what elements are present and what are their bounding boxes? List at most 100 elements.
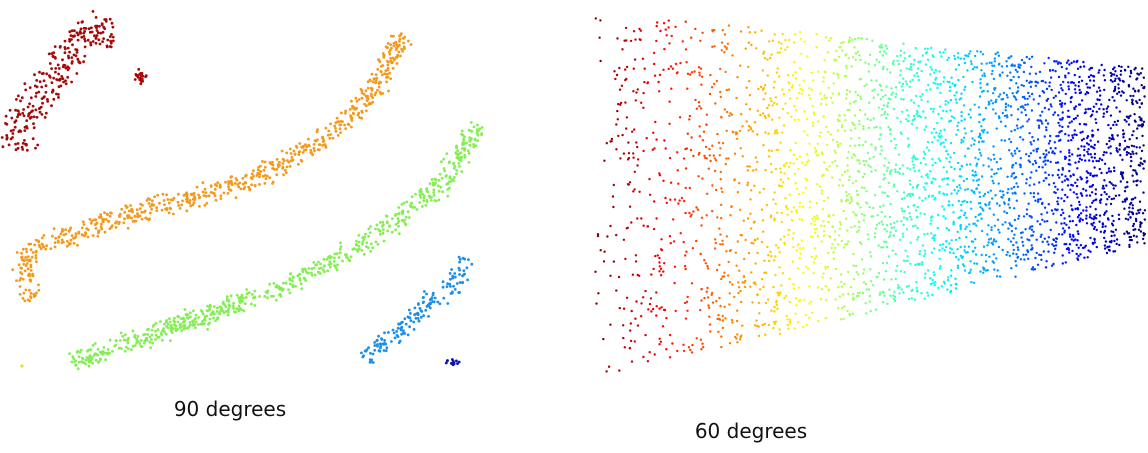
point	[802, 206, 804, 208]
point	[1024, 228, 1026, 230]
point	[981, 75, 983, 77]
point	[883, 173, 885, 175]
point	[821, 276, 823, 278]
point	[1094, 226, 1096, 228]
point	[35, 254, 38, 257]
point	[1094, 157, 1096, 159]
point	[801, 93, 803, 95]
point	[743, 220, 745, 222]
point	[729, 342, 731, 344]
point	[883, 113, 885, 115]
point	[225, 305, 228, 308]
point	[929, 73, 931, 75]
point	[423, 290, 426, 293]
point	[1079, 158, 1081, 160]
point	[266, 296, 269, 299]
point	[226, 295, 229, 298]
point	[630, 322, 632, 324]
point	[227, 314, 230, 317]
point	[43, 234, 46, 237]
point	[749, 31, 751, 33]
point	[823, 200, 825, 202]
point	[394, 228, 397, 231]
point	[25, 119, 28, 122]
point	[1096, 98, 1098, 100]
point	[921, 261, 923, 263]
point	[731, 54, 733, 56]
point	[949, 247, 951, 249]
point	[951, 115, 953, 117]
point	[636, 146, 638, 148]
point	[697, 209, 699, 211]
point	[134, 78, 137, 81]
point	[808, 317, 810, 319]
point	[1089, 214, 1091, 216]
point	[1126, 151, 1128, 153]
point	[1110, 170, 1112, 172]
point	[1078, 201, 1080, 203]
point	[20, 252, 23, 255]
point	[957, 190, 959, 192]
point	[193, 319, 196, 322]
point	[1067, 140, 1069, 142]
point	[633, 128, 635, 130]
point	[673, 282, 675, 284]
point	[1144, 218, 1146, 220]
point	[936, 87, 938, 89]
point	[1007, 188, 1009, 190]
point	[1005, 103, 1007, 105]
point	[83, 38, 86, 41]
point	[1071, 153, 1073, 155]
point	[263, 295, 266, 298]
point	[289, 165, 292, 168]
point	[932, 164, 934, 166]
point	[849, 314, 851, 316]
point	[193, 195, 196, 198]
point	[930, 47, 932, 49]
point	[1089, 194, 1091, 196]
point	[774, 255, 776, 257]
point	[747, 66, 749, 68]
point	[685, 21, 687, 23]
point	[112, 40, 115, 43]
point	[783, 297, 785, 299]
point	[141, 204, 144, 207]
point	[996, 275, 998, 277]
point	[660, 341, 662, 343]
point	[731, 319, 733, 321]
point	[956, 248, 958, 250]
point	[1139, 201, 1141, 203]
point	[747, 217, 749, 219]
point	[991, 70, 993, 72]
point	[89, 354, 92, 357]
point	[95, 42, 98, 45]
point	[868, 206, 870, 208]
point	[791, 210, 793, 212]
point	[236, 183, 239, 186]
point	[823, 115, 825, 117]
point	[792, 74, 794, 76]
point	[96, 235, 99, 238]
point	[720, 171, 722, 173]
point	[92, 344, 95, 347]
point	[706, 265, 708, 267]
point	[756, 293, 758, 295]
point	[655, 291, 657, 293]
point	[54, 45, 57, 48]
point	[844, 119, 846, 121]
point	[408, 325, 411, 328]
point	[421, 193, 424, 196]
point	[1104, 191, 1106, 193]
point	[148, 202, 151, 205]
point	[1084, 93, 1086, 95]
point	[350, 255, 353, 258]
point	[721, 49, 723, 51]
point	[902, 89, 904, 91]
point	[906, 255, 908, 257]
point	[449, 285, 452, 288]
point	[31, 273, 34, 276]
point	[711, 184, 713, 186]
point	[1135, 172, 1137, 174]
point	[1130, 156, 1132, 158]
point	[327, 134, 330, 137]
